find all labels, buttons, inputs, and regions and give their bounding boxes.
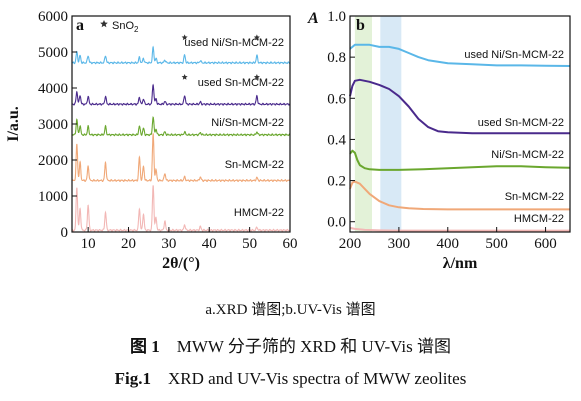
sno2-peak-star [253, 74, 260, 80]
xrd-series-line [72, 185, 290, 232]
uv-series-label: Sn-MCM-22 [505, 191, 564, 203]
x-tick-label: 300 [388, 236, 411, 252]
y-tick-label: 1.0 [327, 9, 346, 25]
y-tick-label: 0 [61, 225, 69, 241]
xrd-series-line [72, 45, 290, 65]
sno2-legend-label: SnO2 [112, 20, 139, 34]
figure-caption-en: Fig.1 XRD and UV-Vis spectra of MWW zeol… [0, 369, 581, 389]
subcaption: a.XRD 谱图;b.UV-Vis 谱图 [0, 298, 581, 319]
figure-number-en: Fig.1 [114, 369, 152, 388]
highlight-band [354, 16, 372, 232]
xrd-panel: 10 20 30 40 50 60 0 1000 2000 3000 4000 5000 6000 2θ/… [5, 9, 298, 272]
uv-series-line [349, 180, 570, 211]
sno2-legend-star [100, 20, 108, 28]
sno2-peak-star [253, 34, 260, 41]
panel-label-b: b [356, 17, 365, 34]
uv-series-label: Ni/Sn-MCM-22 [491, 149, 564, 161]
figure-caption-cn: 图 1 MWW 分子筛的 XRD 和 UV-Vis 谱图 [0, 332, 581, 357]
figure: 10 20 30 40 50 6001000200030004000500060002θ/… [5, 9, 571, 272]
x-axis-label: λ/nm [443, 255, 478, 272]
y-tick-label: 3000 [38, 117, 68, 133]
uv-series-line [349, 149, 571, 171]
x-tick-label: 400 [437, 236, 460, 252]
x-tick-label: 500 [485, 236, 508, 252]
xrd-series-line [72, 83, 290, 106]
x-tick-label: 50 [242, 236, 257, 252]
y-tick-label: 6000 [38, 9, 68, 25]
highlight-band [380, 16, 402, 232]
xrd-series-label: Sn-MCM-22 [225, 159, 284, 171]
y-axis-label: I/a.u. [5, 106, 22, 142]
xrd-series-label: HMCM-22 [234, 207, 284, 219]
x-tick-label: 20 [121, 236, 136, 252]
xrd-series-line [72, 116, 290, 137]
x-tick-label: 30 [161, 236, 176, 252]
figure-number-cn: 图 1 [129, 337, 160, 356]
y-tick-label: 0.0 [327, 215, 346, 231]
y-tick-label: 0.4 [327, 132, 346, 148]
x-tick-label: 40 [202, 236, 217, 252]
uv-series-line [349, 43, 571, 67]
y-tick-label: 2000 [38, 153, 68, 169]
xrd-series-line [72, 133, 290, 183]
y-tick-label: 0.2 [327, 174, 346, 190]
y-tick-label: 0.6 [327, 91, 346, 107]
subcaption-text: a.XRD 谱图;b.UV-Vis 谱图 [205, 302, 376, 318]
y-tick-label: 0.8 [327, 50, 346, 66]
uv-plot-frame [349, 15, 571, 233]
uv-series-label: HMCM-22 [514, 213, 564, 225]
xrd-series-label: used Ni/Sn-MCM-22 [184, 37, 284, 49]
sno2-peak-star [181, 74, 188, 80]
x-tick-label: 10 [81, 236, 96, 252]
panel-label-a: a [76, 17, 84, 34]
sno2-legend-subscript: 2 [134, 25, 139, 34]
y-tick-label: 1000 [38, 189, 68, 205]
xrd-series-label: Ni/Sn-MCM-22 [211, 117, 284, 129]
xrd-series-label: used Sn-MCM-22 [198, 77, 284, 89]
uv-series-label: used Sn-MCM-22 [478, 117, 564, 129]
y-tick-label: 5000 [38, 45, 68, 61]
x-axis-label: 2θ/(°) [162, 255, 200, 272]
uv-series-line [349, 78, 570, 135]
x-tick-label: 600 [534, 236, 557, 252]
uv-vis-panel: 200 300 400 500 600 0.0 0.2 0.4 0.6 0.8 1.0 λ/nm A b u… [307, 9, 571, 272]
y-tick-label: 4000 [38, 81, 68, 97]
sno2-legend-text: SnO [112, 20, 134, 32]
x-tick-label: 200 [339, 236, 362, 252]
figure-title-cn: MWW 分子筛的 XRD 和 UV-Vis 谱图 [176, 337, 452, 356]
sno2-peak-star [181, 34, 188, 41]
figure-title-en: XRD and UV-Vis spectra of MWW zeolites [168, 369, 467, 388]
uv-series-label: used Ni/Sn-MCM-22 [464, 49, 564, 61]
x-tick-label: 60 [283, 236, 298, 252]
y-axis-label: A [307, 10, 319, 27]
